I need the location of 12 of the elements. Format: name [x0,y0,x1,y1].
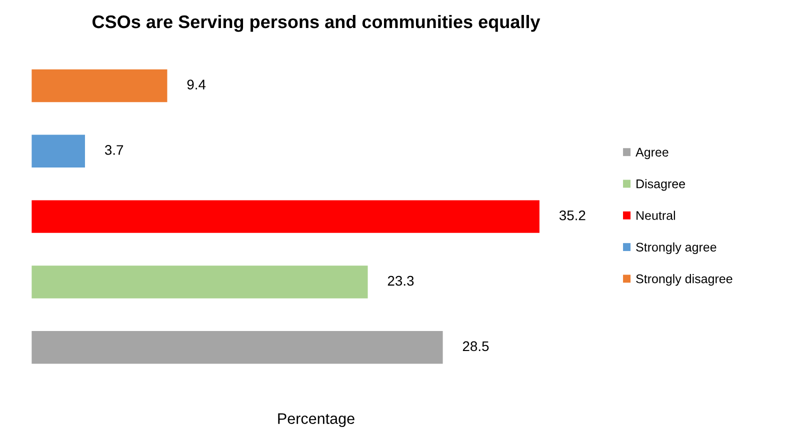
legend-label: Strongly agree [636,242,716,254]
legend-label: Disagree [636,179,685,191]
data-label: 35.2 [559,210,586,220]
data-label: 23.3 [388,276,414,286]
data-label: 9.4 [187,80,206,90]
data-label: 28.5 [462,341,489,352]
legend-label: Agree [636,148,668,160]
data-label: 3.7 [104,145,124,155]
chart-title: CSOs are Serving persons and communities equally [92,14,540,32]
legend-label: Neutral [636,210,675,220]
legend-label: Strongly disagree [636,274,732,286]
text: Percentage [278,413,354,428]
